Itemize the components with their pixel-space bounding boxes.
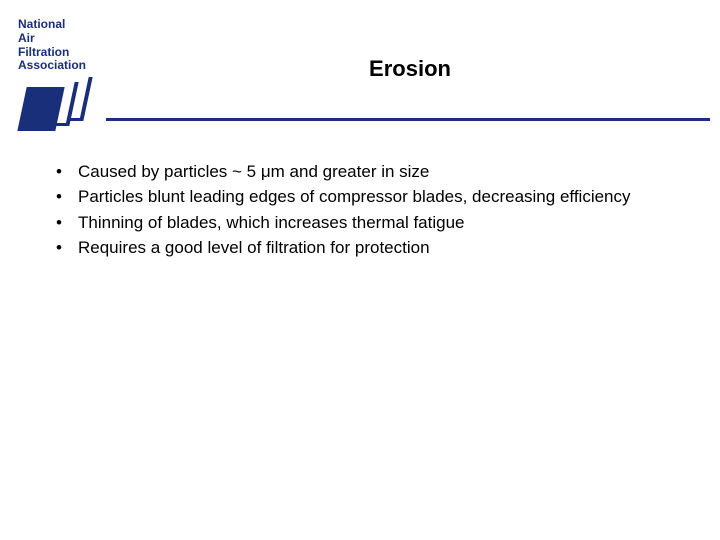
logo-text: National Air Filtration Association [18,18,116,73]
logo-word-3: Filtration [18,46,116,60]
content-region: Caused by particles ~ 5 μm and greater i… [50,160,680,262]
list-item: Thinning of blades, which increases ther… [50,211,680,234]
logo-word-4: Association [18,59,116,73]
list-item: Caused by particles ~ 5 μm and greater i… [50,160,680,183]
horizontal-rule [106,118,710,121]
list-item: Particles blunt leading edges of compres… [50,185,680,208]
logo-panels-icon [22,77,92,135]
bullet-list: Caused by particles ~ 5 μm and greater i… [50,160,680,260]
logo-word-1: National [18,18,116,32]
nafa-logo: National Air Filtration Association [18,18,116,135]
slide-title: Erosion [130,56,690,82]
list-item: Requires a good level of filtration for … [50,236,680,259]
logo-word-2: Air [18,32,116,46]
title-region: Erosion [130,56,690,82]
